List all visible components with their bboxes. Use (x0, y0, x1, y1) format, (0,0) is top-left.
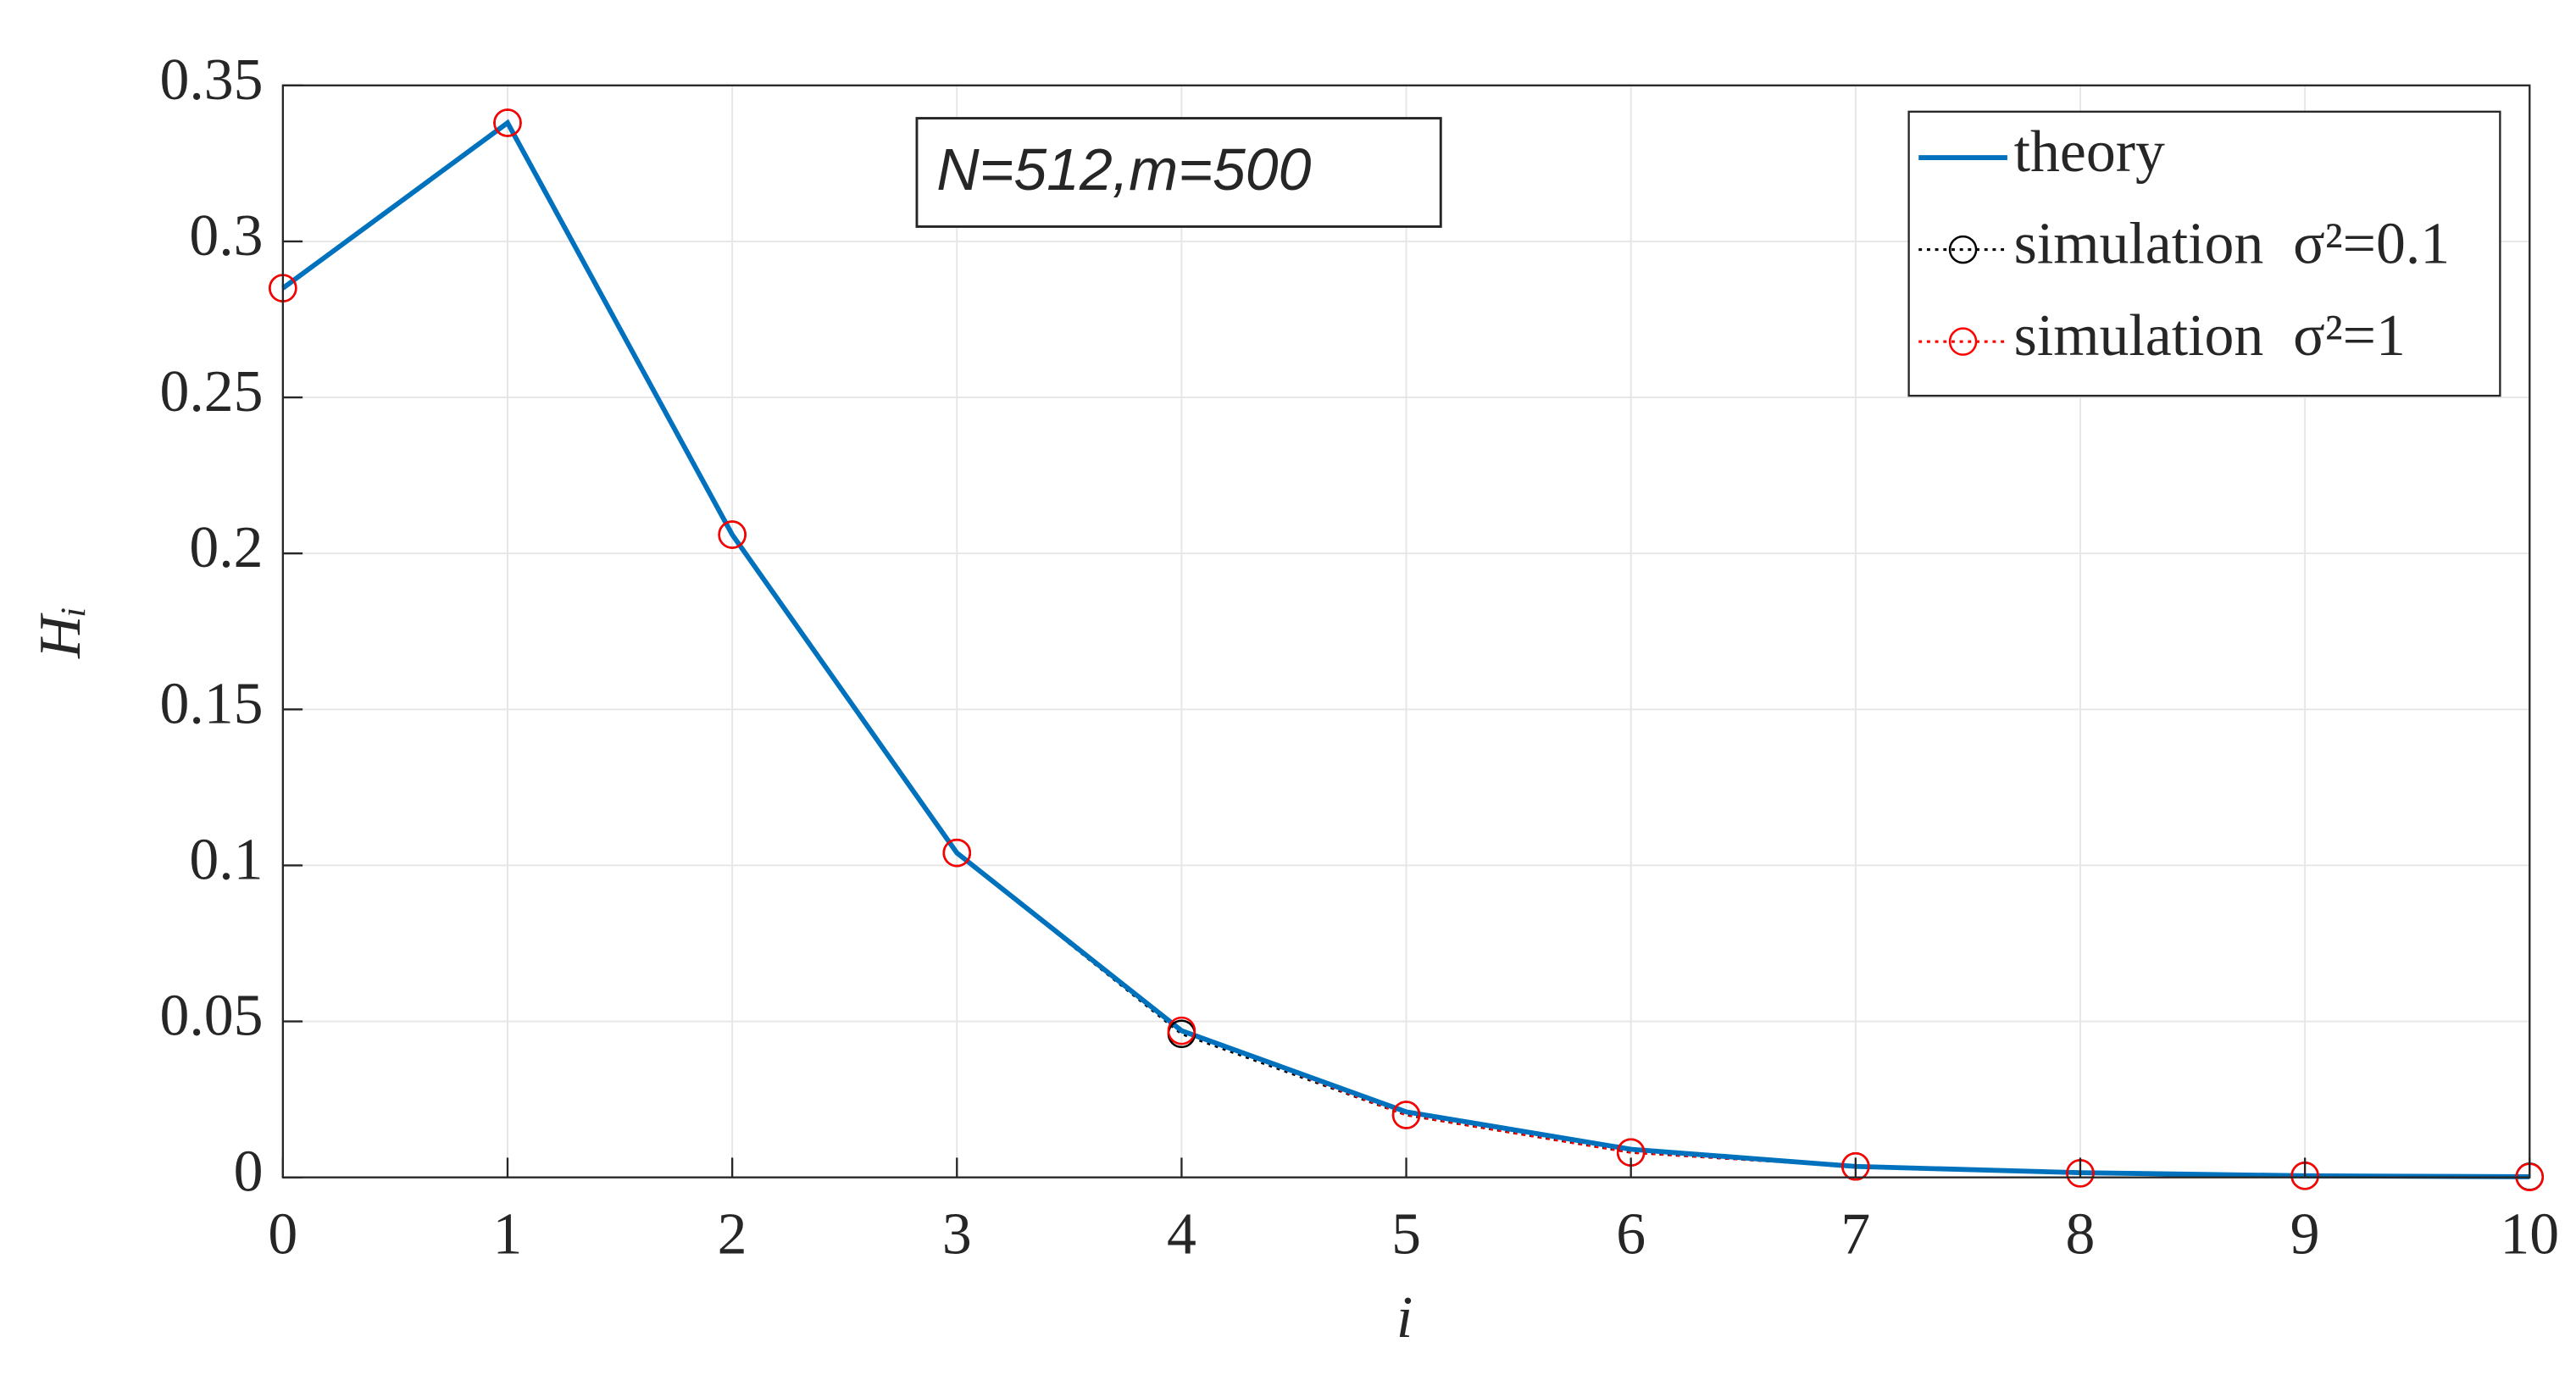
legend: theory simulation σ²=0.1 simulation σ²=1 (1907, 110, 2501, 397)
point-marker (493, 108, 522, 137)
y-tick-label: 0.3 (189, 203, 263, 269)
series-line (281, 119, 2530, 1179)
point-marker (1391, 1101, 1421, 1129)
y-tick-label: 0.1 (189, 827, 263, 892)
y-tick-label: 0.25 (159, 359, 263, 424)
x-tick-label: 8 (2066, 1201, 2096, 1267)
x-tick-label: 2 (718, 1201, 747, 1267)
point-marker (1841, 1152, 1870, 1181)
y-axis-label: Hᵢ (28, 606, 93, 658)
x-axis-label: i (1396, 1285, 1413, 1350)
legend-marker (1948, 235, 1978, 264)
y-tick-label: 0.15 (159, 671, 263, 736)
plot-area (269, 108, 2545, 1192)
legend-label: simulation σ²=1 (2014, 303, 2406, 369)
legend-marker (1948, 327, 1978, 356)
y-tick-label: 0 (234, 1140, 264, 1205)
x-tick-label: 1 (493, 1201, 523, 1267)
x-tick-label: 10 (2500, 1201, 2559, 1267)
point-marker (1167, 1016, 1196, 1045)
point-marker (942, 838, 972, 868)
ticks: 0 1 2 3 4 5 6 7 8 9 10 0 0.05 0.1 0.15 0.2 0.25 0.3 0.35 (159, 47, 2559, 1267)
annotation: N=512,m=500 (936, 136, 1311, 202)
y-tick-label: 0.2 (189, 515, 263, 580)
x-tick-label: 0 (268, 1201, 297, 1267)
annotation-box (915, 117, 1442, 228)
x-tick-label: 4 (1167, 1201, 1196, 1267)
legend-label: simulation σ²=0.1 (2014, 212, 2451, 277)
x-tick-label: 9 (2290, 1201, 2320, 1267)
y-tick-label: 0.05 (159, 984, 263, 1049)
x-tick-label: 3 (942, 1201, 972, 1267)
legend-box (1907, 110, 2501, 397)
point-marker (718, 520, 747, 549)
x-tick-label: 5 (1391, 1201, 1421, 1267)
x-tick-label: 7 (1840, 1201, 1870, 1267)
legend-label: theory (2014, 119, 2165, 185)
y-tick-label: 0.35 (159, 47, 263, 113)
x-tick-label: 6 (1616, 1201, 1646, 1267)
